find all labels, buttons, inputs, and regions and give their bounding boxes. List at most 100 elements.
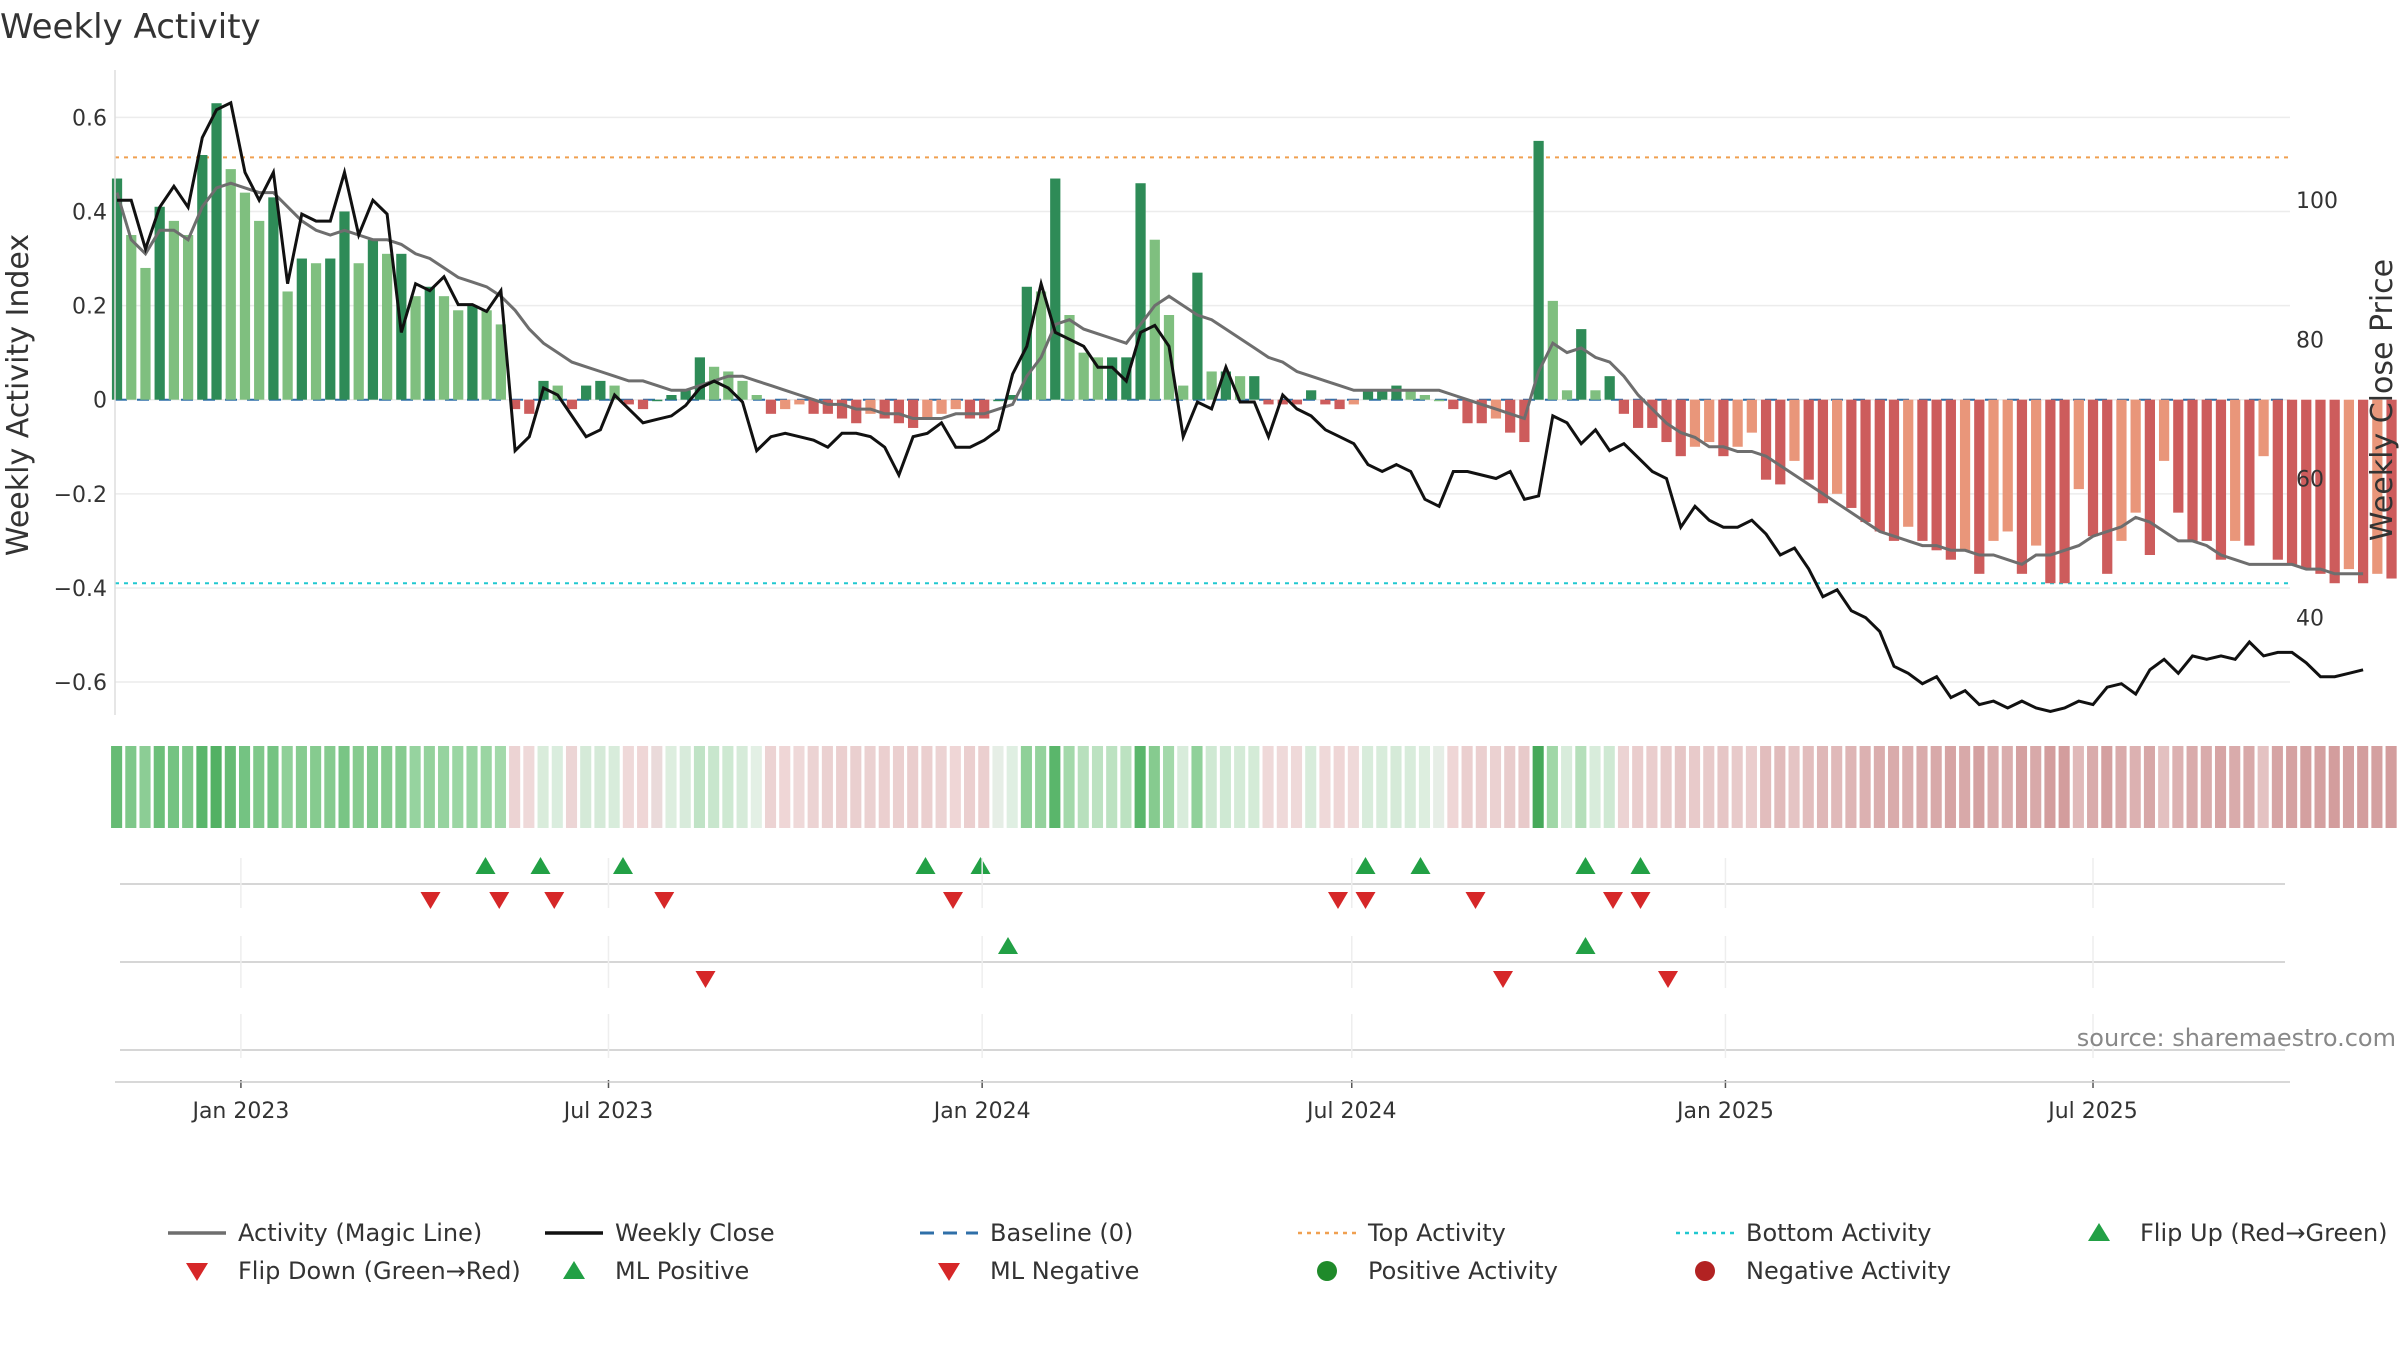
strip-cell — [964, 746, 976, 828]
activity-bar — [851, 399, 862, 424]
activity-bar — [2244, 399, 2255, 546]
activity-bar — [310, 263, 322, 400]
strip-cell — [2115, 746, 2127, 828]
strip-cell — [679, 746, 691, 828]
x-tick-label: Jan 2025 — [1675, 1099, 1774, 1124]
activity-bar — [1775, 399, 1786, 485]
activity-bar — [1576, 329, 1587, 400]
strip-cell — [992, 746, 1004, 828]
legend-item: Top Activity — [1298, 1219, 1506, 1247]
strip-cell — [2371, 746, 2383, 828]
strip-cell — [1305, 746, 1317, 828]
activity-bar — [1704, 399, 1715, 443]
strip-cell — [2357, 746, 2369, 828]
legend-label: ML Negative — [990, 1257, 1139, 1285]
activity-bar — [2286, 399, 2298, 565]
activity-bar — [2301, 399, 2312, 570]
activity-bar — [1462, 399, 1473, 424]
activity-bar — [623, 399, 634, 405]
strip-cell — [153, 746, 165, 828]
activity-bar — [1974, 399, 1985, 574]
strip-cell — [324, 746, 336, 828]
activity-bar — [1931, 399, 1942, 551]
strip-cell — [295, 746, 307, 828]
activity-bar — [581, 385, 592, 400]
activity-bar — [1135, 183, 1146, 400]
activity-bar — [1419, 395, 1430, 400]
strip-cell — [2129, 746, 2141, 828]
strip-cell — [935, 746, 947, 828]
activity-bar — [879, 399, 890, 419]
strip-cell — [637, 746, 649, 828]
activity-bar — [353, 263, 364, 400]
legend-item: ML Negative — [938, 1257, 1139, 1285]
activity-bar — [2372, 399, 2383, 574]
activity-bar — [1035, 291, 1047, 400]
activity-bar — [1860, 399, 1871, 523]
legend-swatch-triangle-up — [2088, 1223, 2110, 1241]
activity-bar — [1789, 399, 1800, 461]
signal-markers — [120, 857, 2285, 1051]
activity-bar — [637, 399, 649, 410]
activity-bar — [666, 395, 677, 400]
strip-cell — [1475, 746, 1487, 828]
activity-bar — [922, 399, 933, 419]
strip-cell — [2243, 746, 2255, 828]
activity-bar — [2386, 399, 2397, 579]
strip-cell — [2172, 746, 2184, 828]
strip-cell — [366, 746, 379, 828]
strip-cell — [594, 746, 606, 828]
flip-down-marker — [1355, 892, 1376, 909]
ml-positive-marker — [998, 937, 1018, 954]
activity-bar — [1149, 239, 1160, 400]
activity-bar — [2343, 399, 2355, 570]
activity-bar — [822, 399, 833, 414]
flip-up-marker — [915, 857, 936, 874]
strip-cell — [2015, 746, 2028, 828]
strip-cell — [793, 746, 805, 828]
strip-cell — [807, 746, 819, 828]
activity-bar — [1832, 399, 1843, 494]
strip-cell — [1873, 746, 1885, 828]
strip-cell — [310, 746, 322, 828]
strip-cell — [1006, 746, 1018, 828]
activity-bar — [2102, 399, 2113, 574]
activity-bar — [1533, 140, 1544, 400]
activity-bar — [936, 399, 947, 414]
x-tick-label: Jan 2023 — [190, 1099, 289, 1124]
strip-cell — [2101, 746, 2113, 828]
strip-cell — [1816, 746, 1829, 828]
activity-bar — [467, 305, 478, 400]
activity-bar — [1234, 376, 1246, 400]
activity-bar — [1874, 399, 1885, 532]
strip-cell — [2229, 746, 2241, 828]
strip-cell — [1433, 746, 1445, 828]
strip-cell — [1760, 746, 1772, 828]
strip-cell — [2314, 746, 2326, 828]
legend-swatch-triangle-up — [563, 1261, 585, 1279]
legend-item: Flip Down (Green→Red) — [186, 1257, 521, 1285]
strip-cell — [395, 746, 407, 828]
activity-bar — [1405, 390, 1416, 400]
activity-bar — [993, 399, 1004, 402]
ml-positive-marker — [1575, 937, 1596, 954]
strip-cell — [750, 746, 762, 828]
flip-down-marker — [1328, 892, 1348, 909]
strip-cell — [1930, 746, 1942, 828]
activity-bar — [1959, 399, 1971, 551]
activity-bar — [2230, 399, 2241, 541]
activity-bar — [865, 399, 876, 414]
legend-item: ML Positive — [563, 1257, 749, 1285]
legend-label: Top Activity — [1367, 1219, 1506, 1247]
strip-cell — [1148, 746, 1160, 828]
y-tick-label: 0.4 — [72, 200, 107, 225]
strip-cell — [1333, 746, 1345, 828]
x-tick-label: Jan 2024 — [932, 1099, 1031, 1124]
flip-down-marker — [420, 892, 441, 909]
strip-cell — [253, 746, 265, 828]
activity-bar — [2215, 399, 2227, 560]
activity-bar — [367, 239, 379, 400]
strip-cell — [111, 746, 123, 828]
activity-bar — [111, 178, 123, 400]
strip-cell — [1447, 746, 1459, 828]
